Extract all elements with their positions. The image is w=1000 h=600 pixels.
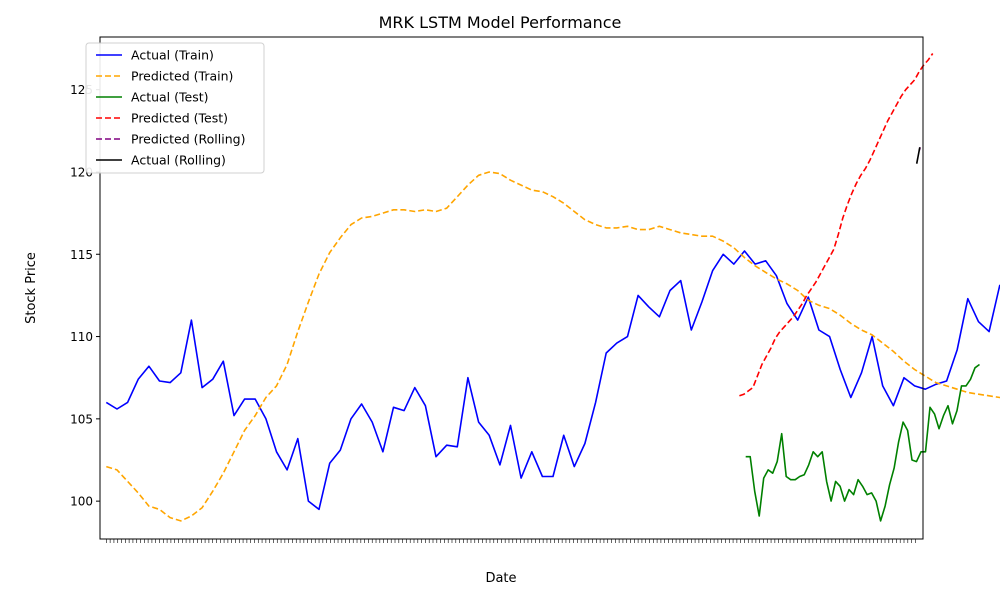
legend-box	[85, 42, 265, 174]
series-line-1	[106, 171, 1000, 522]
y-tick-label: 110	[70, 330, 93, 344]
y-tick-label: 100	[70, 495, 93, 509]
legend-label-0: Actual (Train)	[131, 48, 214, 63]
series-line-3	[739, 53, 934, 397]
chart-title: MRK LSTM Model Performance	[379, 13, 622, 32]
series-line-2	[745, 363, 980, 522]
series-line-5	[915, 147, 921, 164]
y-axis-label: Stock Price	[24, 252, 39, 324]
legend: Actual (Train) Predicted (Train) Actual (T…	[85, 42, 265, 174]
legend-label-3: Predicted (Test)	[131, 111, 228, 126]
x-axis-label: Date	[485, 571, 516, 586]
y-tick-label: 105	[70, 412, 93, 426]
plot-series	[105, 53, 1000, 522]
legend-label-2: Actual (Test)	[131, 90, 209, 105]
legend-label-1: Predicted (Train)	[131, 69, 233, 84]
legend-label-5: Actual (Rolling)	[131, 153, 226, 168]
y-tick-label: 115	[70, 248, 93, 262]
series-line-0	[105, 250, 1000, 511]
legend-label-4: Predicted (Rolling)	[131, 132, 245, 147]
plot-area	[99, 36, 924, 540]
x-axis	[106, 539, 916, 543]
